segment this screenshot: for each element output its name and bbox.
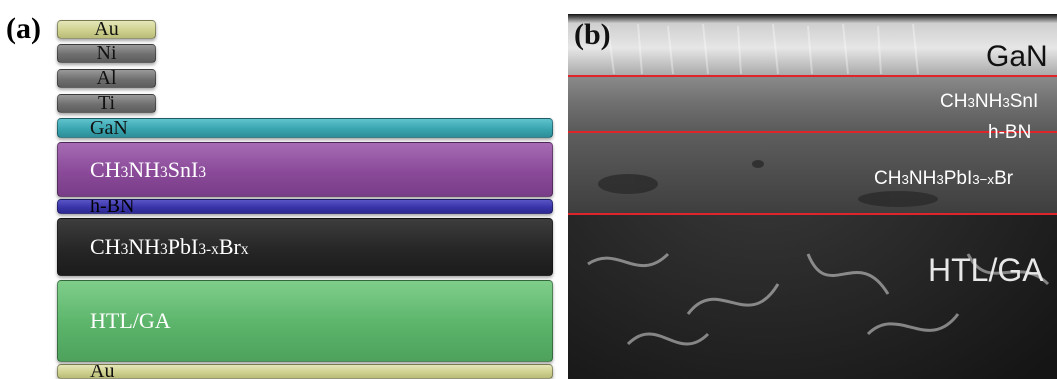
- layer-au-top-label: Au: [94, 20, 119, 39]
- layer-au-bottom-label: Au: [90, 364, 115, 379]
- sem-label-htl-ga: HTL/GA: [928, 252, 1044, 288]
- layer-al: Al: [57, 69, 156, 88]
- sem-pb-sub-1: 3: [901, 172, 909, 187]
- sem-pb-nh: NH: [908, 168, 937, 189]
- layer-h-bn: h-BN: [57, 199, 553, 214]
- layer-htl-ga-label: HTL/GA: [90, 308, 171, 333]
- panel-b-sem-image: GaN CH3NH3SnI h-BN CH3NH3PbI3−xBr HTL/GA: [568, 14, 1057, 379]
- layer-au-top: Au: [57, 20, 156, 39]
- sem-sn-nh: NH: [974, 91, 1003, 112]
- layer-ti: Ti: [57, 94, 156, 113]
- layer-ch3nh3pbi3xbrx: CH3NH3PbI3-xBrx: [57, 218, 553, 276]
- pb-chem-pbi: PbI: [167, 234, 199, 259]
- sem-cross-section-image: [568, 14, 1057, 379]
- sn-chem-sub-3: 3: [198, 163, 207, 181]
- layer-au-bottom: Au: [57, 364, 553, 379]
- layer-ch3nh3pbi3xbrx-label: CH3NH3PbI3-xBrx: [58, 234, 249, 260]
- sem-label-gan: GaN: [986, 40, 1048, 73]
- sem-pb-pbi: PbI: [943, 168, 973, 189]
- pb-chem-sub-1: 3: [120, 241, 129, 258]
- pb-chem-nh: NH: [128, 234, 161, 259]
- pb-chem-sub-2: 3: [160, 241, 168, 258]
- sem-pb-sub-2: 3: [936, 172, 944, 187]
- layer-h-bn-label: h-BN: [90, 199, 135, 214]
- sem-sn-sub-2: 3: [1002, 95, 1010, 110]
- pb-chem-br: Br: [218, 234, 241, 259]
- panel-a-label: (a): [6, 12, 41, 45]
- sem-sn-sni: SnI: [1009, 91, 1039, 112]
- sem-label-ch3nh3pbi3xbr: CH3NH3PbI3−xBr: [874, 169, 1013, 188]
- layer-al-label: Al: [96, 69, 117, 88]
- panel-b-label: (b): [574, 18, 611, 51]
- layer-ni: Ni: [57, 44, 156, 63]
- layer-gan-label: GaN: [90, 118, 128, 138]
- layer-ch3nh3sni3: CH3NH3SnI3: [57, 142, 553, 197]
- sem-pb-br: Br: [994, 168, 1014, 189]
- layer-gan: GaN: [57, 118, 553, 138]
- sem-label-h-bn: h-BN: [988, 122, 1032, 143]
- sem-sn-sub-1: 3: [967, 95, 975, 110]
- sn-chem-sub-2: 3: [160, 163, 168, 181]
- sem-pb-ch: CH: [874, 168, 902, 189]
- sem-pb-sub-3: 3−x: [972, 172, 995, 187]
- sn-chem-sub-1: 3: [120, 163, 129, 181]
- sem-label-ch3nh3sni: CH3NH3SnI: [940, 92, 1038, 111]
- pb-chem-ch: CH: [90, 234, 121, 259]
- layer-htl-ga: HTL/GA: [57, 280, 553, 362]
- sn-chem-sni: SnI: [167, 156, 199, 182]
- pb-chem-sub-3: 3-x: [198, 241, 219, 258]
- layer-ni-label: Ni: [96, 44, 117, 63]
- panel-a-layer-stack: (a) Au Ni Al Ti GaN CH3NH3SnI3 h-BN CH3N…: [6, 12, 553, 379]
- layer-ch3nh3sni3-label: CH3NH3SnI3: [58, 157, 206, 183]
- pb-chem-sub-4: x: [240, 241, 249, 258]
- sn-chem-ch: CH: [90, 156, 121, 182]
- sem-sn-ch: CH: [940, 91, 968, 112]
- layer-ti-label: Ti: [97, 94, 116, 113]
- sn-chem-nh: NH: [128, 156, 161, 182]
